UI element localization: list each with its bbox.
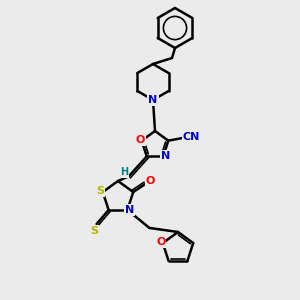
Text: H: H [120, 167, 128, 177]
Text: O: O [156, 237, 166, 247]
Text: N: N [148, 95, 158, 105]
Text: S: S [96, 186, 104, 196]
Text: N: N [160, 151, 170, 161]
Text: N: N [125, 205, 134, 215]
Text: O: O [146, 176, 155, 186]
Text: O: O [136, 135, 146, 145]
Text: CN: CN [183, 132, 200, 142]
Text: S: S [91, 226, 99, 236]
